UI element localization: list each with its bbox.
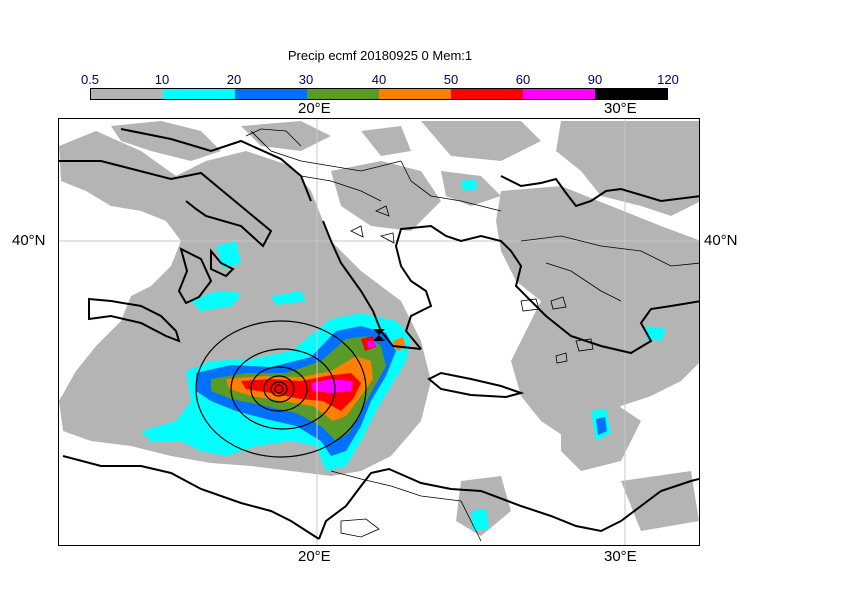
colorbar bbox=[90, 88, 668, 100]
lon-label-top-20e: 20°E bbox=[298, 100, 331, 117]
colorbar-level-label: 20 bbox=[226, 72, 242, 87]
colorbar-level-label: 10 bbox=[154, 72, 170, 87]
lon-label-bottom-30e: 30°E bbox=[604, 548, 637, 565]
pressure-contours bbox=[195, 320, 367, 458]
lon-label-bottom-20e: 20°E bbox=[298, 548, 331, 565]
colorbar-segment bbox=[379, 89, 451, 99]
lon-label-top-30e: 30°E bbox=[604, 100, 637, 117]
colorbar-level-label: 120 bbox=[657, 72, 679, 87]
colorbar-labels: 0.5 10 20 30 40 50 60 90 120 bbox=[0, 72, 842, 88]
colorbar-level-label: 30 bbox=[298, 72, 314, 87]
map-panel bbox=[58, 118, 700, 546]
lat-label-right-40n: 40°N bbox=[704, 232, 738, 249]
colorbar-level-label: 40 bbox=[371, 72, 387, 87]
colorbar-segment bbox=[235, 89, 307, 99]
colorbar-segment bbox=[451, 89, 523, 99]
coastlines bbox=[59, 128, 699, 540]
colorbar-segment bbox=[91, 89, 163, 99]
colorbar-level-label: 50 bbox=[443, 72, 459, 87]
colorbar-level-label: 90 bbox=[587, 72, 603, 87]
colorbar-segment bbox=[523, 89, 595, 99]
colorbar-segment bbox=[307, 89, 379, 99]
colorbar-segment bbox=[163, 89, 235, 99]
precipitation-map bbox=[59, 119, 699, 545]
precip-field-60-90 bbox=[311, 340, 375, 393]
lat-label-left-40n: 40°N bbox=[12, 232, 46, 249]
colorbar-level-label: 60 bbox=[515, 72, 531, 87]
colorbar-segment bbox=[595, 89, 667, 99]
colorbar-level-label: 0.5 bbox=[80, 72, 100, 87]
borders bbox=[245, 128, 699, 542]
map-title: Precip ecmf 20180925 0 Mem:1 bbox=[287, 48, 473, 63]
location-marker-icon bbox=[373, 329, 385, 341]
